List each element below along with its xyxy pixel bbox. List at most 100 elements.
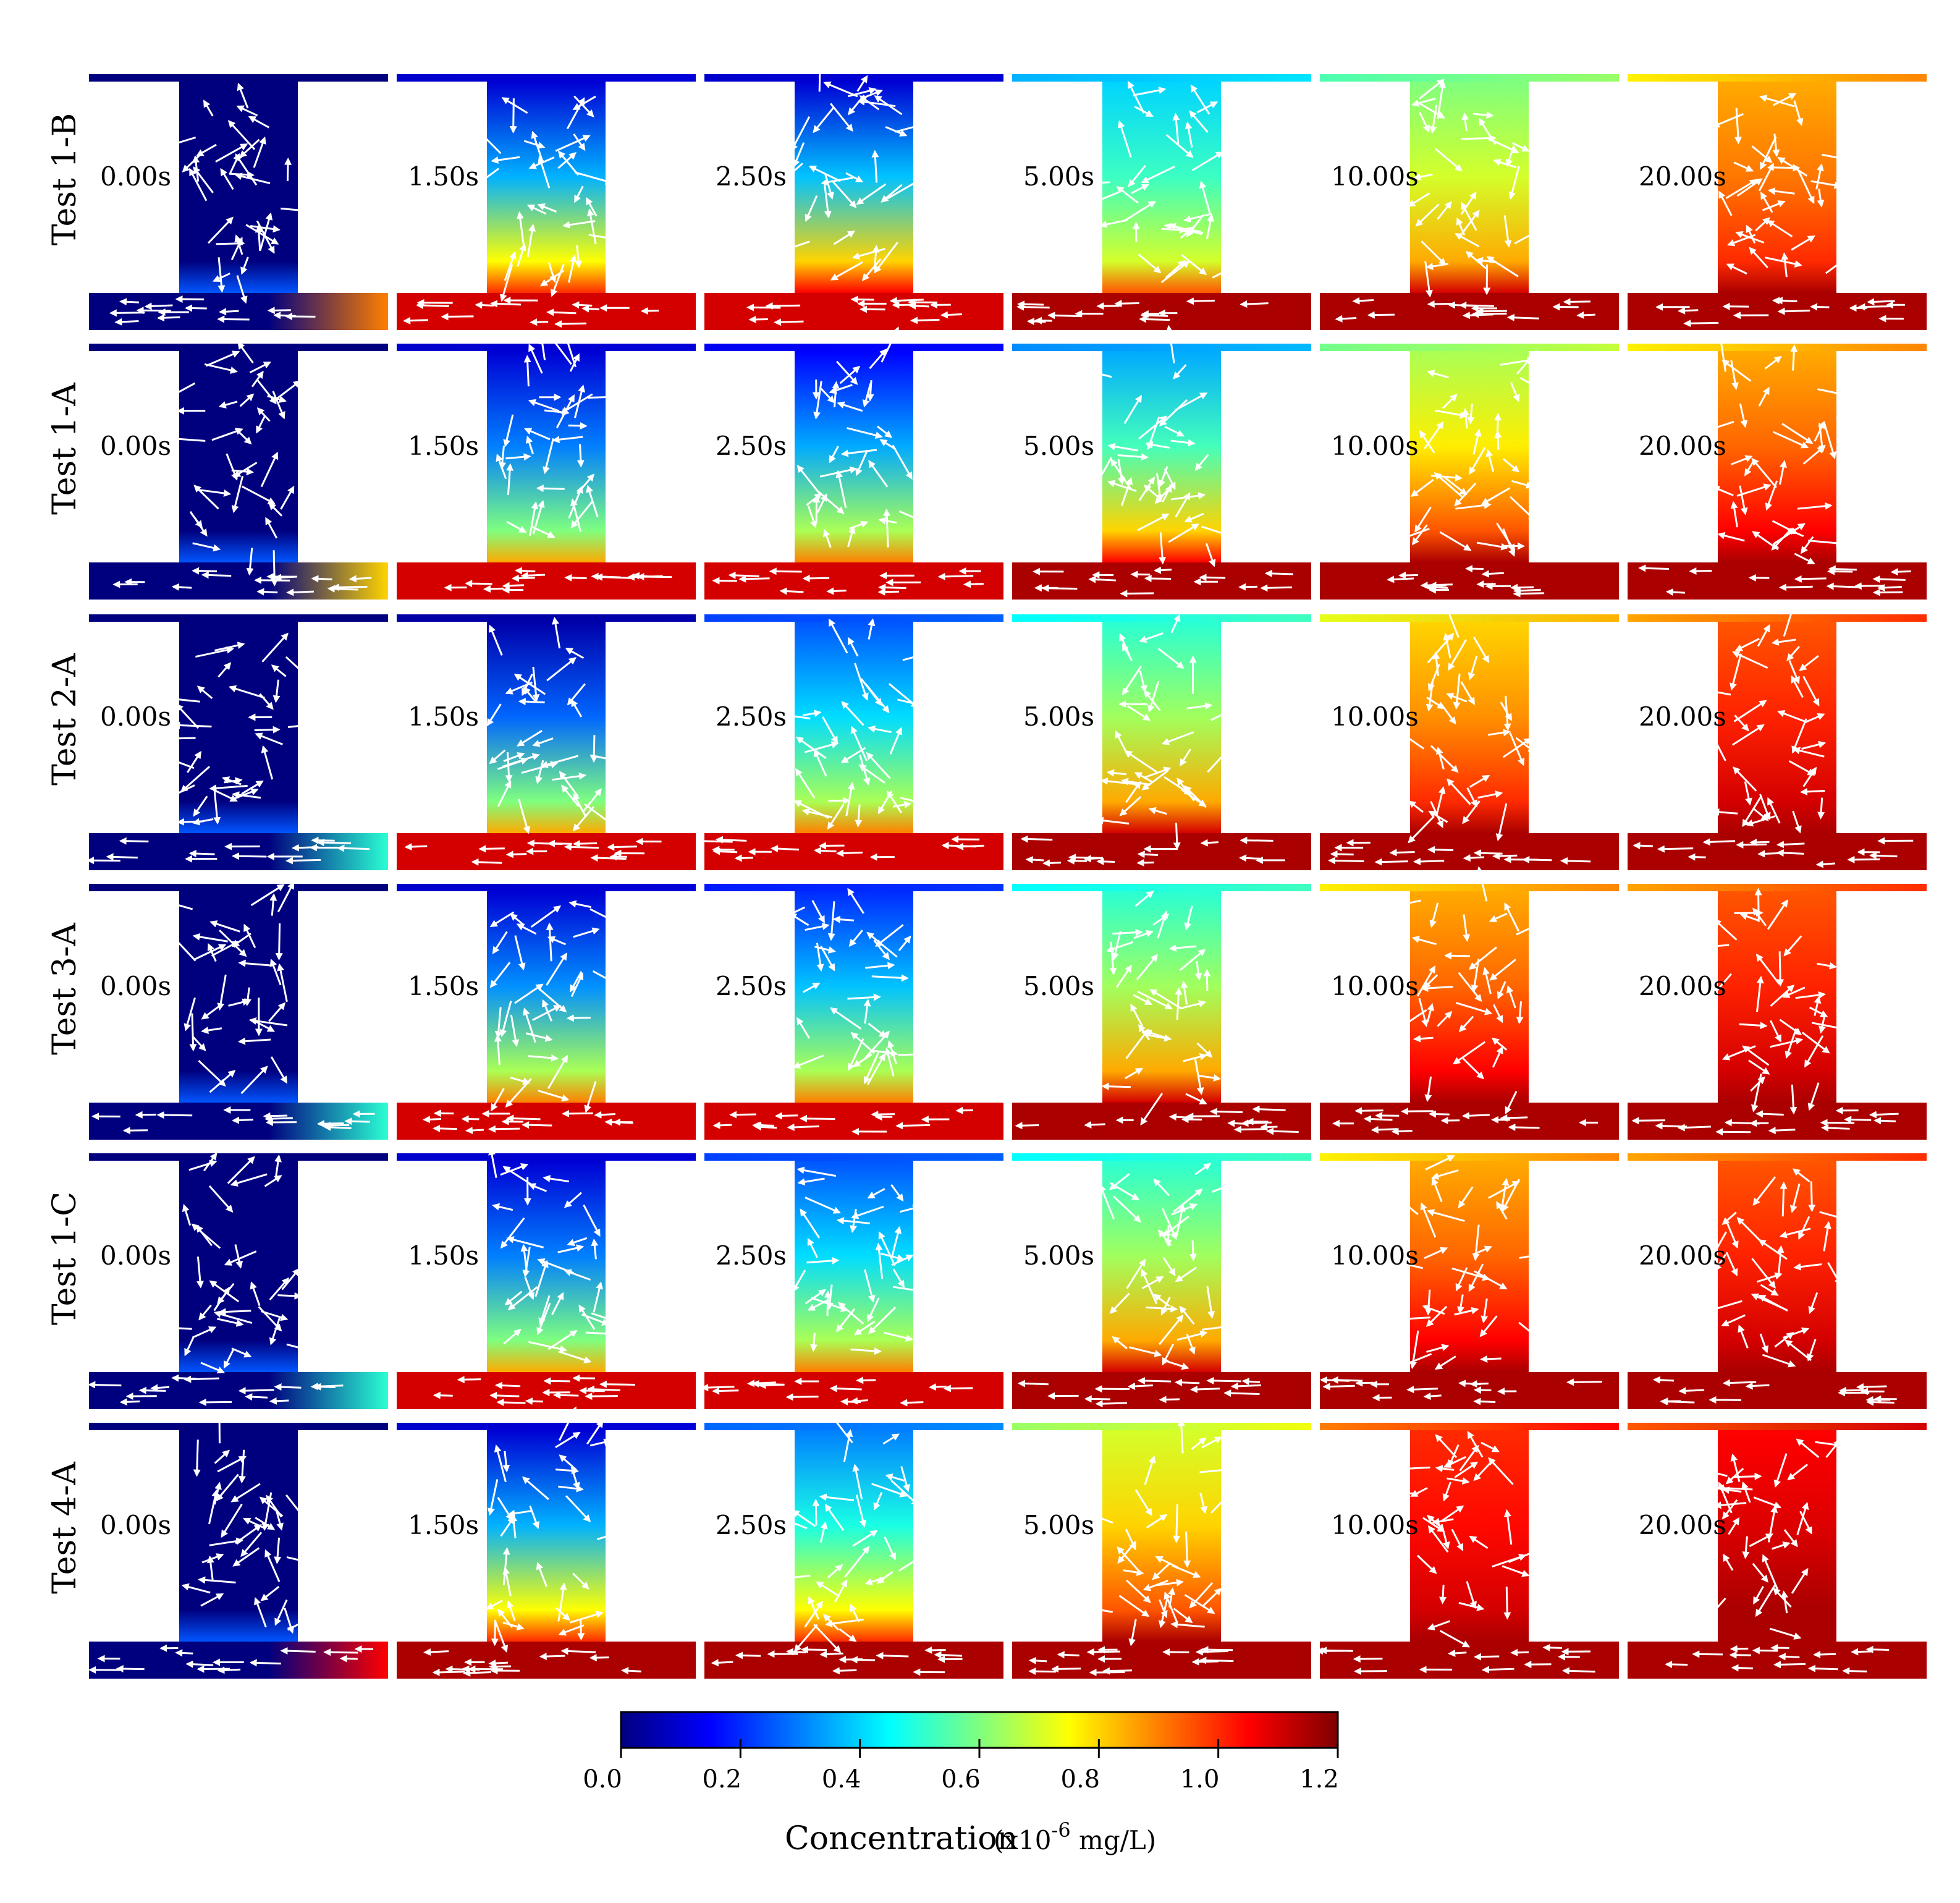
velocity-arrow	[523, 355, 531, 387]
panel-t1b-4: 10.00s	[1320, 74, 1619, 330]
velocity-arrow	[1090, 179, 1110, 187]
velocity-arrow	[1100, 777, 1139, 786]
velocity-arrow	[1194, 960, 1202, 981]
velocity-arrow	[1183, 1532, 1191, 1568]
velocity-arrow	[1181, 254, 1207, 275]
velocity-arrow	[1252, 1105, 1286, 1113]
velocity-arrow	[241, 780, 264, 795]
velocity-arrow	[1510, 1648, 1529, 1656]
velocity-arrow	[423, 1648, 449, 1656]
velocity-arrow	[847, 637, 859, 657]
velocity-arrow	[1430, 473, 1463, 481]
velocity-arrow	[259, 212, 273, 251]
velocity-arrow	[171, 583, 192, 591]
velocity-arrow	[854, 663, 869, 701]
velocity-arrow	[1170, 439, 1196, 447]
velocity-arrow	[877, 425, 892, 438]
velocity-arrow	[877, 790, 893, 815]
velocity-arrow	[830, 261, 863, 281]
velocity-arrow	[1510, 496, 1536, 522]
velocity-arrow	[1147, 680, 1160, 713]
velocity-arrow	[1485, 449, 1495, 472]
velocity-arrow	[1772, 520, 1798, 535]
velocity-arrow	[1797, 502, 1833, 510]
velocity-arrow	[1481, 570, 1504, 578]
velocity-arrows	[1638, 333, 1911, 596]
velocity-arrow	[1472, 111, 1494, 119]
velocity-arrow	[547, 936, 567, 946]
velocity-arrow	[231, 468, 255, 476]
velocity-arrow	[501, 97, 528, 114]
velocity-arrow	[530, 905, 562, 928]
panel-t1a-0: 0.00s	[89, 341, 388, 600]
velocity-arrow	[866, 752, 891, 779]
surface-band	[1320, 884, 1619, 891]
velocity-arrow	[217, 315, 250, 323]
colorbar-tick-label: 1.0	[1180, 1765, 1220, 1794]
velocity-arrow	[502, 582, 524, 590]
velocity-arrow	[1856, 1383, 1887, 1391]
velocity-arrow	[572, 301, 593, 309]
channel-field	[704, 1372, 1003, 1409]
velocity-arrow	[711, 1659, 733, 1667]
velocity-arrow	[488, 624, 503, 656]
velocity-arrow	[497, 757, 529, 770]
velocity-arrows	[1335, 78, 1595, 323]
velocity-arrow	[871, 150, 879, 183]
velocity-arrow	[213, 273, 230, 282]
velocity-arrow	[1751, 457, 1777, 488]
velocity-arrow	[858, 764, 885, 784]
velocity-arrow	[1427, 300, 1453, 308]
velocity-arrow	[1455, 501, 1492, 510]
cavity-field	[1718, 891, 1836, 1103]
velocity-arrow	[627, 573, 663, 581]
velocity-arrow	[497, 780, 512, 807]
velocity-arrow	[1418, 102, 1446, 119]
velocity-arrows	[1387, 350, 1553, 598]
time-label: 0.00s	[100, 431, 171, 461]
velocity-arrow	[1791, 718, 1807, 754]
velocity-arrow	[1123, 394, 1143, 424]
velocity-arrow	[1134, 106, 1154, 117]
velocity-arrow	[511, 574, 535, 582]
velocity-arrow	[748, 315, 768, 323]
velocity-arrow	[1352, 297, 1374, 305]
velocity-arrow	[850, 1656, 876, 1664]
velocity-arrow	[1240, 300, 1269, 308]
velocity-arrow	[281, 206, 313, 214]
velocity-arrow	[1439, 1585, 1447, 1604]
velocity-arrow	[806, 493, 822, 506]
velocity-arrow	[1755, 1110, 1784, 1118]
velocity-arrow	[499, 1001, 512, 1038]
velocity-arrow	[1821, 1124, 1850, 1132]
velocity-arrow	[855, 804, 863, 828]
velocity-arrow	[261, 632, 289, 663]
velocity-arrow	[1768, 1127, 1796, 1135]
velocity-arrow	[1137, 850, 1159, 858]
velocity-arrow	[248, 116, 270, 129]
velocity-arrow	[793, 800, 829, 819]
velocity-arrow	[416, 302, 449, 310]
velocity-arrow	[1427, 664, 1440, 692]
velocity-arrow	[823, 184, 832, 219]
velocity-arrow	[621, 1667, 641, 1675]
velocity-arrow	[268, 502, 283, 517]
velocity-arrow	[1149, 989, 1182, 1010]
surface-band	[1012, 344, 1311, 351]
velocity-arrow	[829, 446, 839, 464]
velocity-arrow	[1826, 582, 1859, 590]
velocity-arrow	[581, 305, 600, 313]
panel-t1a-1: 1.50s	[397, 335, 696, 600]
velocity-arrow	[1125, 781, 1141, 803]
velocity-arrow	[1067, 857, 1087, 865]
velocity-arrow	[1429, 104, 1438, 134]
velocity-arrow	[1161, 731, 1194, 745]
velocity-arrow	[1411, 98, 1436, 107]
velocity-arrow	[1777, 307, 1810, 315]
velocity-arrow	[554, 320, 587, 328]
velocity-arrow	[1174, 1378, 1200, 1386]
surface-band	[1320, 344, 1619, 351]
velocity-arrow	[1122, 666, 1142, 696]
velocity-arrow	[860, 678, 882, 706]
velocity-arrow	[796, 465, 821, 495]
